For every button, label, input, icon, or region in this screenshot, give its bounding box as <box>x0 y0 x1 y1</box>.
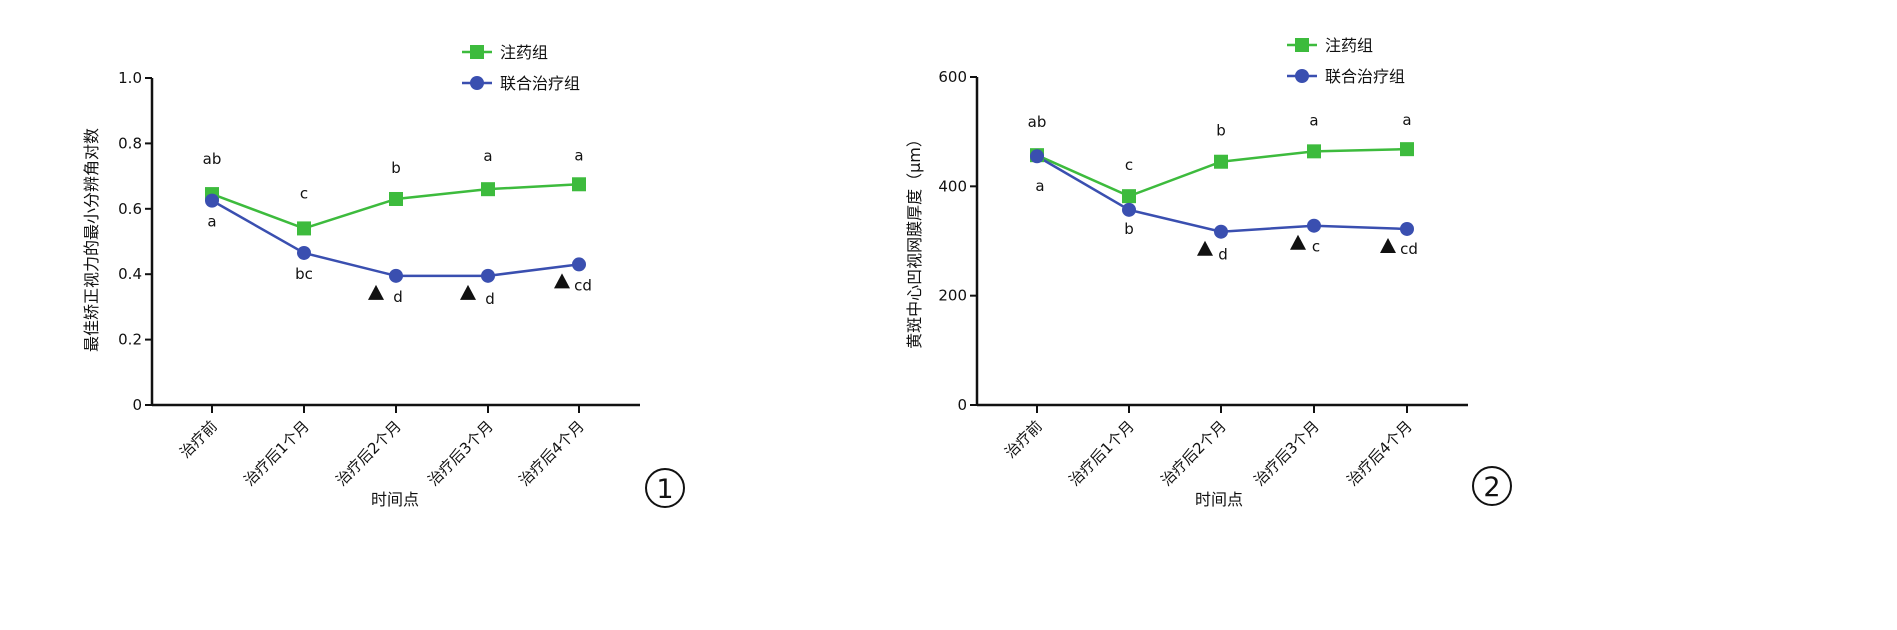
legend-marker-square <box>470 45 484 59</box>
y-tick-label: 1.0 <box>118 69 142 87</box>
significance-label: a <box>483 147 492 165</box>
significance-label: c <box>300 184 308 202</box>
significance-label: d <box>485 290 495 308</box>
data-point-square <box>1122 189 1136 204</box>
significance-label: b <box>391 159 401 177</box>
significance-label: a <box>1309 111 1318 129</box>
triangle-marker <box>1290 234 1306 250</box>
x-tick-label: 治疗后4个月 <box>515 417 588 490</box>
y-tick-label: 0.2 <box>118 331 142 349</box>
triangle-marker <box>460 284 476 300</box>
significance-label: bc <box>295 265 313 283</box>
significance-label: b <box>1216 122 1226 140</box>
significance-label: b <box>1124 220 1134 238</box>
data-point-square <box>1307 144 1321 159</box>
y-axis-title: 黄斑中心凹视网膜厚度（μm） <box>905 131 924 349</box>
chart-2: 0 200 400 600 治疗前 治疗后1个月 治疗后2个月 治疗后3个月 治疗后4个月 黄斑中… <box>905 36 1512 509</box>
data-point-circle <box>1307 218 1321 233</box>
significance-label: d <box>1218 246 1228 264</box>
data-point-square <box>1214 154 1228 169</box>
x-tick-label: 治疗后2个月 <box>332 417 405 490</box>
y-axis-title: 最佳矫正视力的最小分辨角对数 <box>82 128 101 352</box>
legend-marker-circle <box>1295 69 1309 83</box>
data-point-circle <box>572 257 586 272</box>
x-tick-label: 治疗后2个月 <box>1157 417 1230 490</box>
significance-label: ab <box>1028 113 1047 131</box>
significance-label: cd <box>574 276 592 294</box>
data-point-circle <box>1400 221 1414 236</box>
chart-1: 0 0.2 0.4 0.6 0.8 1.0 治疗前 治疗后1个月 治疗后2个月 治疗后3个月 治疗后… <box>82 43 685 509</box>
significance-label: a <box>574 146 583 164</box>
data-point-circle <box>1122 202 1136 217</box>
data-point-circle <box>205 193 219 208</box>
significance-label: a <box>207 213 216 231</box>
data-point-square <box>297 221 311 236</box>
x-tick-label: 治疗前 <box>1001 417 1046 462</box>
legend-marker-circle <box>470 76 484 90</box>
data-point-circle <box>297 245 311 260</box>
x-tick-label: 治疗后4个月 <box>1343 417 1416 490</box>
significance-label: cd <box>1400 240 1418 258</box>
y-tick-label: 0.8 <box>118 134 142 152</box>
x-axis-title: 时间点 <box>371 490 419 509</box>
series-line-injection <box>211 183 580 230</box>
significance-label: d <box>393 288 403 306</box>
y-tick-label: 400 <box>938 177 967 195</box>
x-axis-title: 时间点 <box>1195 490 1243 509</box>
y-tick-label: 0.6 <box>118 200 142 218</box>
y-tick-label: 600 <box>938 68 967 86</box>
y-tick-label: 200 <box>938 287 967 305</box>
x-tick-label: 治疗后3个月 <box>424 417 497 490</box>
data-point-square <box>572 177 586 192</box>
series-line-combined <box>211 199 580 278</box>
significance-label: a <box>1035 177 1044 195</box>
x-tick-label: 治疗前 <box>176 417 221 462</box>
legend-marker-square <box>1295 38 1309 52</box>
y-tick-label: 0 <box>957 396 967 414</box>
figure-number-circle <box>645 468 685 508</box>
triangle-marker <box>1197 240 1213 256</box>
triangle-marker <box>554 273 570 289</box>
x-tick-label: 治疗后1个月 <box>240 417 313 490</box>
data-point-square <box>389 191 403 206</box>
y-tick-label: 0 <box>132 396 142 414</box>
figure-number: 1 <box>656 474 673 505</box>
data-point-square <box>481 182 495 197</box>
legend-label: 联合治疗组 <box>1325 67 1405 86</box>
data-point-square <box>1400 142 1414 157</box>
significance-label: c <box>1312 238 1320 256</box>
x-tick-label: 治疗后1个月 <box>1065 417 1138 490</box>
data-point-circle <box>1214 224 1228 239</box>
figure-number-circle <box>1472 466 1512 506</box>
legend-label: 联合治疗组 <box>500 74 580 93</box>
significance-label: ab <box>203 150 222 168</box>
data-point-circle <box>481 268 495 283</box>
significance-label: a <box>1402 111 1411 129</box>
y-tick-label: 0.4 <box>118 265 142 283</box>
legend-label: 注药组 <box>1325 36 1373 55</box>
data-point-circle <box>1030 149 1044 164</box>
data-point-circle <box>389 268 403 283</box>
figure-number: 2 <box>1483 472 1500 503</box>
x-tick-label: 治疗后3个月 <box>1250 417 1323 490</box>
triangle-marker <box>368 284 384 300</box>
triangle-marker <box>1380 237 1396 253</box>
legend-label: 注药组 <box>500 43 548 62</box>
significance-label: c <box>1125 156 1133 174</box>
